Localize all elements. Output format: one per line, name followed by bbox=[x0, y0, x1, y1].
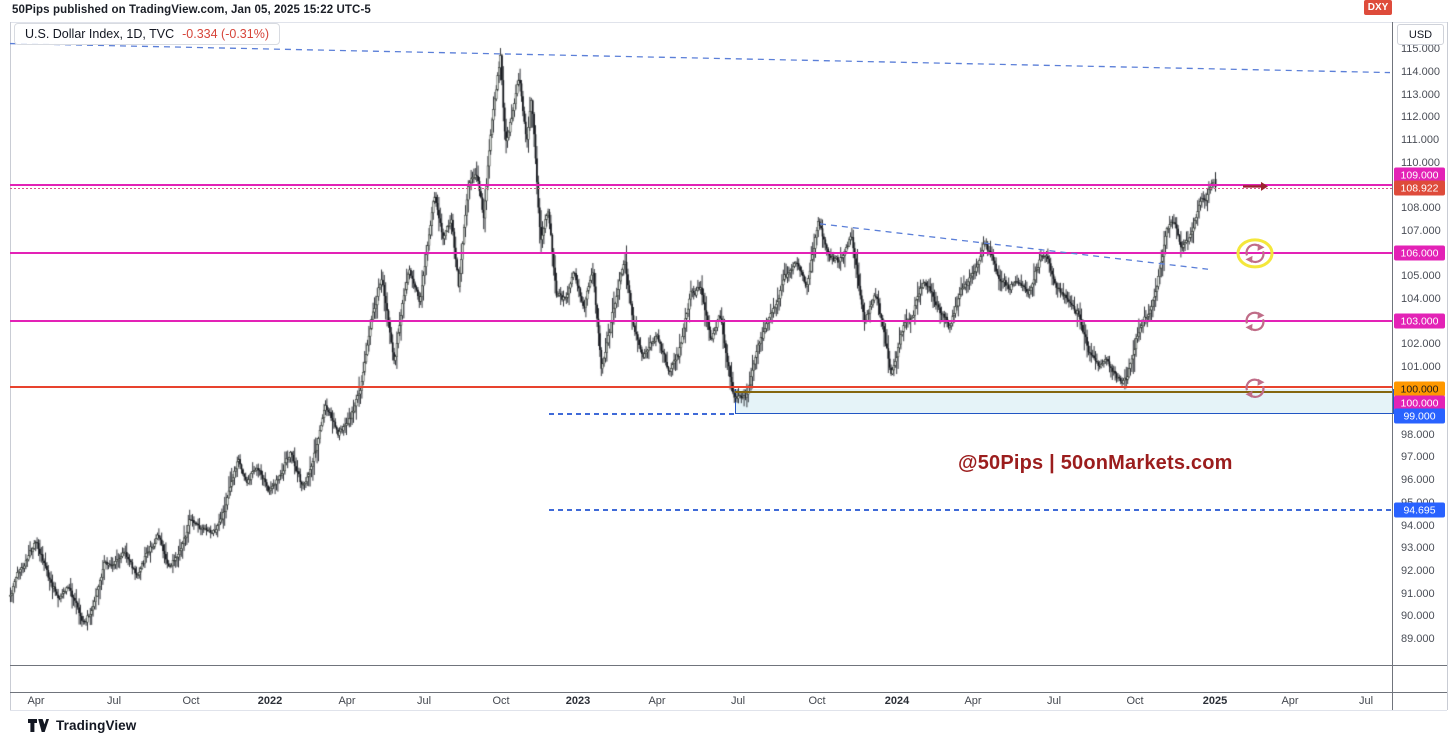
time-tick-year: 2022 bbox=[257, 695, 283, 707]
resistance-109-line bbox=[10, 184, 1392, 187]
time-tick-month: Apr bbox=[338, 695, 356, 707]
price-level-label: 99.000 bbox=[1394, 408, 1445, 424]
descending-dashed-trendline bbox=[819, 223, 1209, 270]
time-tick-month: Jul bbox=[730, 695, 746, 707]
time-tick-month: Apr bbox=[648, 695, 666, 707]
price-tick: 97.000 bbox=[1401, 451, 1435, 464]
level-103-line bbox=[10, 320, 1392, 323]
time-axis[interactable]: Apr Jul Oct 2022 Apr Jul Oct 2023 Apr Jul Oct 2024 A… bbox=[10, 692, 1392, 710]
price-tick: 93.000 bbox=[1401, 542, 1435, 555]
repeat-cycle-icon bbox=[1257, 243, 1265, 251]
symbol-legend[interactable]: U.S. Dollar Index, 1D, TVC -0.334 (-0.31… bbox=[14, 23, 280, 45]
price-level-label: 103.000 bbox=[1394, 313, 1445, 329]
tradingview-brand-text[interactable]: TradingView bbox=[56, 718, 137, 733]
price-tick: 114.000 bbox=[1401, 65, 1440, 78]
repeat-cycle-icon bbox=[1257, 311, 1265, 319]
change-value: -0.334 (-0.31%) bbox=[182, 27, 269, 41]
symbol-title: U.S. Dollar Index, 1D, TVC bbox=[25, 27, 175, 41]
price-tick: 101.000 bbox=[1401, 360, 1441, 373]
price-tick: 102.000 bbox=[1401, 338, 1441, 351]
price-axis[interactable]: USD 89.000 90.000 91.000 92.000 93.000 94.000… bbox=[1393, 22, 1447, 710]
price-tick: 104.000 bbox=[1401, 292, 1441, 305]
time-tick-year: 2025 bbox=[1202, 695, 1228, 707]
price-tick: 111.000 bbox=[1401, 133, 1440, 146]
support-zone-top-border bbox=[735, 390, 1392, 393]
support-99-dashed bbox=[549, 412, 737, 415]
price-tick: 90.000 bbox=[1401, 610, 1435, 623]
price-tick: 113.000 bbox=[1401, 88, 1440, 101]
time-tick-month: Jul bbox=[106, 695, 122, 707]
time-tick-month: Apr bbox=[1281, 695, 1299, 707]
price-level-label: 100.000 bbox=[1394, 381, 1445, 397]
price-tick: 110.000 bbox=[1401, 156, 1440, 169]
price-tick: 107.000 bbox=[1401, 224, 1441, 237]
price-tick: 96.000 bbox=[1401, 474, 1435, 487]
time-tick-year: 2023 bbox=[565, 695, 591, 707]
price-level-label: 109.000 bbox=[1394, 167, 1445, 183]
footer: TradingView bbox=[28, 718, 136, 733]
time-tick-month: Oct bbox=[808, 695, 826, 707]
tradingview-logo-icon[interactable] bbox=[28, 718, 49, 733]
price-level-label: 106.000 bbox=[1394, 245, 1445, 261]
time-tick-month: Apr bbox=[27, 695, 45, 707]
time-tick-month: Oct bbox=[182, 695, 200, 707]
price-tick: 94.000 bbox=[1401, 519, 1435, 532]
price-tick: 108.000 bbox=[1401, 201, 1441, 214]
price-tick: 105.000 bbox=[1401, 270, 1441, 283]
time-tick-month: Oct bbox=[1126, 695, 1144, 707]
level-106-line bbox=[10, 252, 1392, 255]
price-tick: 92.000 bbox=[1401, 564, 1435, 577]
price-tick: 112.000 bbox=[1401, 111, 1440, 124]
price-tick: 89.000 bbox=[1401, 632, 1435, 645]
time-tick-month: Jul bbox=[416, 695, 432, 707]
repeat-cycle-icon bbox=[1245, 323, 1253, 331]
time-tick-month: Oct bbox=[492, 695, 510, 707]
price-level-label: 108.922 bbox=[1394, 180, 1445, 196]
time-tick-month: Apr bbox=[964, 695, 982, 707]
price-tick: 91.000 bbox=[1401, 587, 1435, 600]
time-tick-year: 2024 bbox=[884, 695, 910, 707]
level-100-red-line bbox=[10, 385, 1392, 388]
price-tick: 115.000 bbox=[1401, 43, 1440, 56]
repeat-cycle-icon bbox=[1257, 378, 1265, 386]
current-price-line-line bbox=[10, 187, 1392, 189]
repeat-cycle-icon bbox=[1245, 255, 1253, 263]
yellow-highlight-circle bbox=[1236, 238, 1274, 269]
price-level-label: 94.695 bbox=[1394, 502, 1445, 518]
right-arrow-head-icon bbox=[1261, 181, 1268, 191]
upper-dashed-trendline bbox=[9, 42, 1391, 74]
symbol-price-tag: DXY bbox=[1364, 0, 1392, 15]
price-tick: 98.000 bbox=[1401, 428, 1435, 441]
time-tick-month: Jul bbox=[1358, 695, 1374, 707]
repeat-cycle-icon bbox=[1245, 390, 1253, 398]
time-tick-month: Jul bbox=[1046, 695, 1062, 707]
price-level-label: 100.000 bbox=[1394, 395, 1445, 411]
support-94695-dashed bbox=[549, 508, 1392, 511]
currency-usd-button[interactable]: USD bbox=[1397, 24, 1444, 45]
